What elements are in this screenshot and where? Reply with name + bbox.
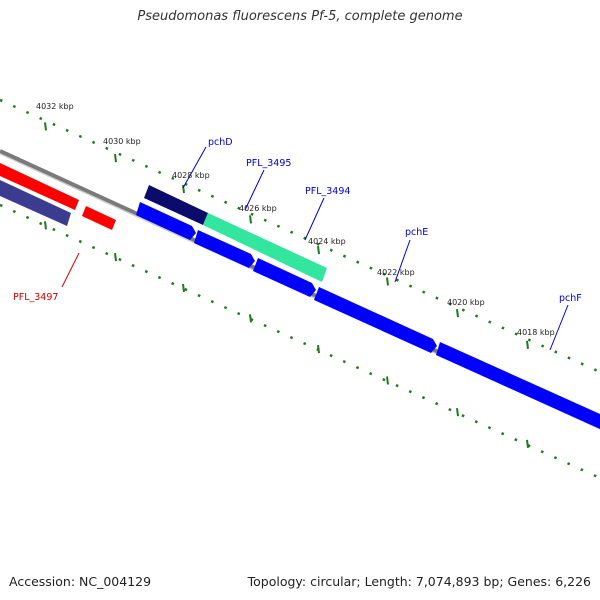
label-leader-lines	[61, 146, 569, 351]
genome-summary-text: Topology: circular; Length: 7,074,893 bp…	[247, 574, 591, 589]
tick-labels: 4032 kbp 4030 kbp 4028 kbp 4026 kbp 4024…	[36, 102, 555, 337]
leader-pchd	[182, 146, 207, 189]
major-tick-outer-5	[386, 277, 389, 286]
gene-reverse-2[interactable]	[0, 180, 71, 226]
gene-forward-1[interactable]	[136, 202, 196, 240]
outer-tick-ring	[0, 98, 600, 374]
gene-reverse-1[interactable]	[0, 163, 79, 210]
leader-pchf	[549, 304, 569, 351]
inner-tick-ring	[0, 203, 600, 480]
tick-label-4020: 4020 kbp	[447, 298, 485, 307]
tick-label-4030: 4030 kbp	[103, 137, 141, 146]
tick-label-4018: 4018 kbp	[517, 328, 555, 337]
gene-label-pfl-3497[interactable]: PFL_3497	[13, 292, 58, 303]
major-tick-outer-3	[249, 215, 252, 224]
leader-pche	[394, 239, 411, 283]
gene-pfl-3495[interactable]	[203, 213, 327, 282]
gene-labels: pchD PFL_3495 PFL_3494 pchE pchF PFL_349…	[13, 137, 582, 304]
major-tick-outer-7	[526, 340, 529, 350]
gene-pche[interactable]	[314, 287, 437, 353]
major-tick-inner-3	[249, 314, 252, 323]
tick-label-4022: 4022 kbp	[377, 268, 415, 277]
major-ticks	[44, 122, 529, 449]
gene-label-pfl-3495[interactable]: PFL_3495	[246, 158, 291, 169]
major-tick-outer-6	[456, 309, 459, 318]
accession-text: Accession: NC_004129	[9, 574, 152, 589]
gene-pchf[interactable]	[436, 342, 600, 429]
major-tick-outer-0	[44, 122, 47, 131]
map-title: Pseudomonas fluorescens Pf-5, complete g…	[137, 9, 463, 24]
major-tick-outer-2	[182, 184, 185, 194]
gene-pfl-3494[interactable]	[253, 258, 316, 297]
tick-label-4024: 4024 kbp	[308, 237, 346, 246]
gene-forward-2[interactable]	[194, 230, 255, 268]
tick-label-4026: 4026 kbp	[239, 204, 277, 213]
leader-pfl-3494	[304, 197, 325, 241]
major-tick-outer-1	[114, 154, 117, 163]
gene-label-pche[interactable]: pchE	[405, 227, 428, 238]
leader-pfl-3497	[61, 252, 80, 288]
major-tick-inner-1	[114, 253, 117, 262]
major-tick-inner-4	[317, 345, 320, 354]
leader-pfl-3495	[244, 169, 265, 211]
major-tick-inner-7	[526, 439, 529, 449]
gene-label-pfl-3494[interactable]: PFL_3494	[305, 186, 350, 197]
major-tick-inner-2	[182, 283, 185, 293]
tick-label-4028: 4028 kbp	[172, 171, 210, 180]
major-tick-outer-4	[317, 246, 320, 255]
major-tick-inner-0	[44, 221, 47, 230]
gene-label-pchf[interactable]: pchF	[559, 293, 582, 304]
gene-pfl-3497[interactable]	[82, 206, 116, 230]
major-tick-inner-5	[386, 376, 389, 385]
tick-label-4032: 4032 kbp	[36, 102, 74, 111]
major-tick-inner-6	[456, 408, 459, 417]
gene-label-pchd[interactable]: pchD	[208, 137, 233, 148]
gene-pchd[interactable]	[144, 185, 208, 225]
